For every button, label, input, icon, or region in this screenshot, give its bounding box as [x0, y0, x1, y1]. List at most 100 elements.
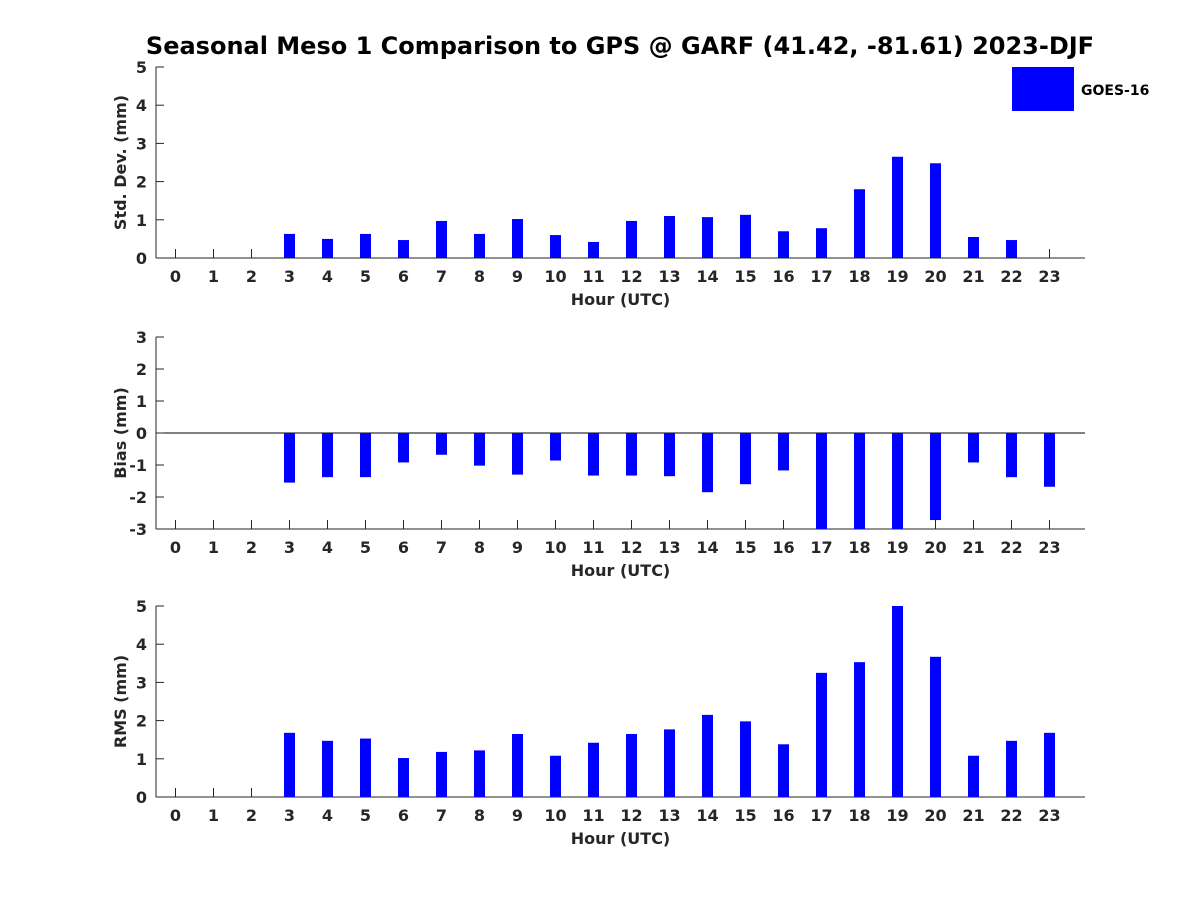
rms-y-tick-label: 4: [136, 635, 147, 654]
rms-x-tick-label: 7: [436, 806, 447, 825]
std-dev-bar: [588, 241, 599, 258]
bias-bar: [588, 433, 599, 476]
rms-x-tick-label: 12: [620, 806, 642, 825]
bias-x-tick-label: 23: [1038, 538, 1060, 557]
std-dev-y-tick-label: 4: [136, 96, 147, 115]
chart-title: Seasonal Meso 1 Comparison to GPS @ GARF…: [146, 32, 1094, 60]
std-dev-bar: [626, 220, 637, 258]
rms-x-tick-label: 19: [886, 806, 908, 825]
std-dev-x-tick-label: 2: [246, 267, 257, 286]
std-dev-x-tick-label: 16: [772, 267, 794, 286]
bias-x-tick-label: 5: [360, 538, 371, 557]
rms-bar: [626, 733, 637, 797]
std-dev-bar: [436, 220, 447, 258]
bias-x-tick-label: 11: [582, 538, 604, 557]
bias-bar: [398, 433, 409, 463]
bias-y-tick-label: 0: [136, 424, 147, 443]
bias-bar: [892, 433, 903, 529]
rms-x-tick-label: 13: [658, 806, 680, 825]
bias-x-tick-label: 9: [512, 538, 523, 557]
rms-bar: [436, 751, 447, 797]
std-dev-x-tick-label: 5: [360, 267, 371, 286]
rms-x-tick-label: 21: [962, 806, 984, 825]
rms-y-tick-label: 0: [136, 788, 147, 807]
std-dev-x-tick-label: 11: [582, 267, 604, 286]
bias-x-tick-label: 7: [436, 538, 447, 557]
bias-x-tick-label: 15: [734, 538, 756, 557]
std-dev-x-tick-label: 21: [962, 267, 984, 286]
bias-bar: [474, 433, 485, 466]
bias-bar: [512, 433, 523, 475]
std-dev-bar: [322, 238, 333, 258]
std-dev-x-tick-label: 3: [284, 267, 295, 286]
std-dev-bar: [474, 233, 485, 258]
std-dev-x-tick-label: 9: [512, 267, 523, 286]
bias-x-tick-label: 16: [772, 538, 794, 557]
std-dev-bar: [816, 228, 827, 258]
bias-x-tick-label: 20: [924, 538, 946, 557]
rms-bar: [854, 662, 865, 797]
bias-x-tick-label: 21: [962, 538, 984, 557]
std-dev-bar: [512, 219, 523, 258]
std-dev-bar: [854, 189, 865, 258]
std-dev-y-tick-label: 2: [136, 173, 147, 192]
std-dev-bar: [968, 236, 979, 258]
std-dev-bar: [740, 214, 751, 258]
bias-x-tick-label: 6: [398, 538, 409, 557]
bias-bar: [816, 433, 827, 529]
bias-bar: [1006, 433, 1017, 478]
rms-y-tick-label: 5: [136, 597, 147, 616]
rms-bar: [1044, 732, 1055, 797]
std-dev-x-tick-label: 12: [620, 267, 642, 286]
bias-bar: [626, 433, 637, 476]
rms-y-tick-label: 2: [136, 712, 147, 731]
rms-x-tick-label: 3: [284, 806, 295, 825]
std-dev-x-tick-label: 1: [208, 267, 219, 286]
std-dev-x-tick-label: 7: [436, 267, 447, 286]
rms-x-axis-label: Hour (UTC): [571, 829, 671, 848]
rms-x-tick-label: 6: [398, 806, 409, 825]
rms-bar: [512, 733, 523, 797]
rms-x-tick-label: 8: [474, 806, 485, 825]
rms-bar: [284, 732, 295, 797]
bias-x-tick-label: 12: [620, 538, 642, 557]
rms-bar: [588, 742, 599, 797]
bias-x-tick-label: 1: [208, 538, 219, 557]
std-dev-x-tick-label: 8: [474, 267, 485, 286]
std-dev-x-tick-label: 23: [1038, 267, 1060, 286]
std-dev-y-tick-label: 0: [136, 249, 147, 268]
rms-x-tick-label: 15: [734, 806, 756, 825]
bias-bar: [436, 433, 447, 455]
bias-y-tick-label: -1: [129, 456, 147, 475]
bias-x-tick-label: 19: [886, 538, 908, 557]
rms-bar: [322, 740, 333, 797]
rms-x-tick-label: 16: [772, 806, 794, 825]
std-dev-bar: [1006, 240, 1017, 258]
std-dev-bar: [284, 233, 295, 258]
rms-x-tick-label: 2: [246, 806, 257, 825]
bias-y-tick-label: 2: [136, 360, 147, 379]
bias-x-tick-label: 3: [284, 538, 295, 557]
rms-x-tick-label: 23: [1038, 806, 1060, 825]
rms-x-tick-label: 10: [544, 806, 566, 825]
std-dev-x-tick-label: 19: [886, 267, 908, 286]
bias-bar: [740, 433, 751, 485]
std-dev-bar: [930, 163, 941, 258]
rms-bar: [360, 738, 371, 797]
rms-x-tick-label: 11: [582, 806, 604, 825]
std-dev-x-tick-label: 15: [734, 267, 756, 286]
bias-x-tick-label: 14: [696, 538, 718, 557]
rms-bar: [816, 672, 827, 797]
std-dev-x-tick-label: 13: [658, 267, 680, 286]
bias-bar: [664, 433, 675, 477]
std-dev-bar: [360, 233, 371, 258]
bias-x-tick-label: 18: [848, 538, 870, 557]
bias-y-tick-label: 1: [136, 392, 147, 411]
std-dev-x-axis-label: Hour (UTC): [571, 290, 671, 309]
std-dev-bar: [550, 235, 561, 258]
rms-x-tick-label: 5: [360, 806, 371, 825]
rms-y-tick-label: 1: [136, 750, 147, 769]
bias-bar: [360, 433, 371, 478]
std-dev-bar: [398, 240, 409, 258]
rms-x-tick-label: 1: [208, 806, 219, 825]
